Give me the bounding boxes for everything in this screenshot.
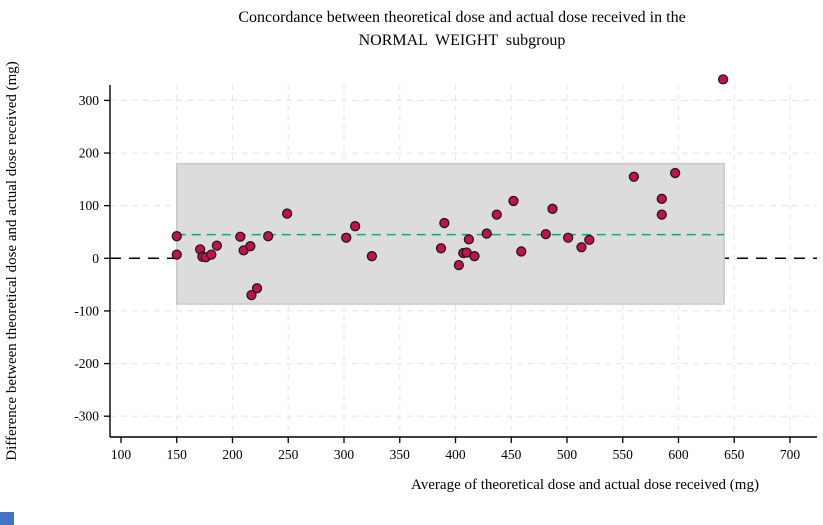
y-tick-label: -300 [74, 409, 99, 424]
data-point [463, 234, 475, 245]
data-point [171, 231, 182, 242]
data-point [171, 249, 182, 260]
y-axis-label: Difference between theoretical dose and … [4, 61, 20, 461]
data-point [246, 289, 257, 301]
data-point [211, 240, 223, 251]
x-axis-label: Average of theoretical dose and actual d… [411, 477, 759, 493]
corner-artifact [0, 512, 14, 525]
x-tick-label: 450 [501, 447, 522, 462]
y-tick-label: -100 [74, 303, 99, 318]
x-tick-label: 600 [668, 447, 689, 462]
data-point [656, 193, 667, 204]
y-axis-ticks: -300 -200 -100 0 100 200 300 [74, 93, 110, 424]
x-tick-label: 250 [278, 447, 299, 462]
data-point [547, 203, 558, 214]
data-point [281, 208, 293, 219]
data-point [584, 234, 595, 246]
x-axis-ticks: 100 150 200 250 300 350 400 450 500 550 600 650 700 [111, 437, 801, 462]
data-point [245, 241, 256, 252]
data-point [576, 242, 587, 253]
chart-title-line1: Concordance between theoretical dose and… [238, 9, 685, 26]
data-point [453, 259, 464, 271]
data-point [366, 251, 378, 262]
x-tick-label: 100 [111, 447, 132, 462]
data-point [481, 228, 492, 239]
x-tick-label: 400 [445, 447, 466, 462]
y-tick-label: -200 [74, 356, 99, 371]
data-point [469, 251, 480, 262]
data-point [516, 246, 527, 257]
data-point [491, 209, 502, 220]
x-tick-label: 350 [390, 447, 411, 462]
axes [109, 85, 817, 438]
data-point [508, 195, 519, 207]
x-tick-label: 200 [222, 447, 243, 462]
data-point [439, 217, 450, 229]
data-point [628, 171, 640, 182]
data-point [540, 228, 551, 240]
chart-title-line2: NORMAL WEIGHT subgroup [359, 32, 566, 49]
data-point [562, 232, 574, 243]
x-tick-label: 300 [334, 447, 355, 462]
data-point [235, 231, 246, 242]
data-point [435, 243, 447, 254]
data-point [717, 74, 729, 85]
data-point [341, 232, 352, 243]
y-tick-label: 100 [79, 198, 100, 213]
y-tick-label: 200 [79, 146, 100, 161]
data-point [349, 221, 361, 232]
x-tick-label: 150 [167, 447, 188, 462]
scatter-points [171, 74, 729, 301]
x-tick-label: 700 [780, 447, 801, 462]
y-tick-label: 0 [92, 251, 99, 266]
data-point [251, 283, 263, 294]
y-tick-label: 300 [79, 93, 100, 108]
x-tick-label: 500 [557, 447, 578, 462]
x-tick-label: 550 [613, 447, 634, 462]
data-point [670, 167, 681, 179]
data-point [206, 249, 217, 260]
x-tick-label: 650 [724, 447, 745, 462]
data-point [656, 209, 667, 220]
data-point [263, 231, 274, 242]
